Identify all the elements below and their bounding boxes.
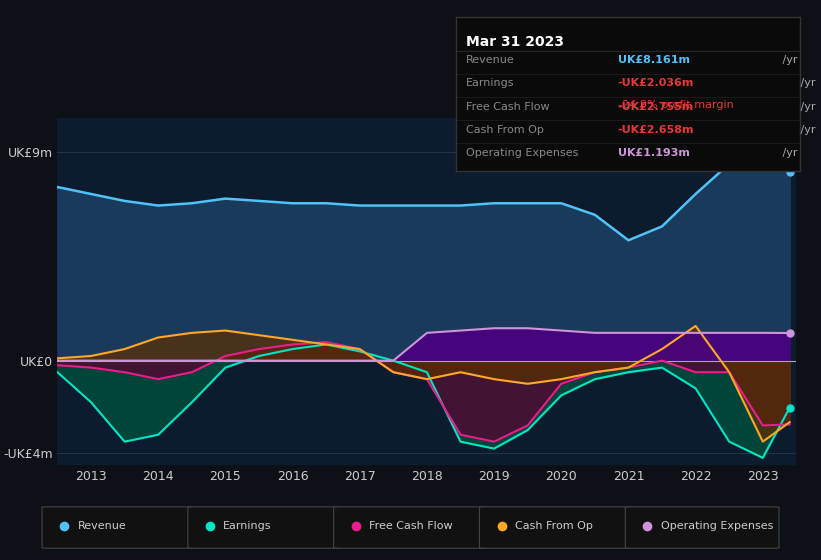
Text: Revenue: Revenue xyxy=(77,521,126,531)
Text: Operating Expenses: Operating Expenses xyxy=(466,148,578,158)
Text: Cash From Op: Cash From Op xyxy=(515,521,593,531)
Text: /yr: /yr xyxy=(797,101,815,111)
Text: -UK£2.755m: -UK£2.755m xyxy=(617,101,694,111)
Text: Earnings: Earnings xyxy=(466,78,515,88)
Text: UK£8.161m: UK£8.161m xyxy=(617,55,690,66)
Text: Mar 31 2023: Mar 31 2023 xyxy=(466,35,564,49)
Text: Cash From Op: Cash From Op xyxy=(466,125,544,134)
Text: Free Cash Flow: Free Cash Flow xyxy=(369,521,452,531)
Text: /yr: /yr xyxy=(797,125,815,134)
Text: -24.9% profit margin: -24.9% profit margin xyxy=(617,100,733,110)
Text: -UK£2.036m: -UK£2.036m xyxy=(617,78,694,88)
Text: Earnings: Earnings xyxy=(223,521,272,531)
Text: Revenue: Revenue xyxy=(466,55,515,66)
Text: /yr: /yr xyxy=(779,148,797,158)
Text: /yr: /yr xyxy=(779,55,797,66)
Text: UK£1.193m: UK£1.193m xyxy=(617,148,690,158)
FancyBboxPatch shape xyxy=(333,507,488,548)
FancyBboxPatch shape xyxy=(188,507,342,548)
Text: Operating Expenses: Operating Expenses xyxy=(661,521,773,531)
Text: Free Cash Flow: Free Cash Flow xyxy=(466,101,549,111)
Text: /yr: /yr xyxy=(797,78,815,88)
FancyBboxPatch shape xyxy=(42,507,195,548)
Text: -UK£2.658m: -UK£2.658m xyxy=(617,125,695,134)
FancyBboxPatch shape xyxy=(626,507,779,548)
FancyBboxPatch shape xyxy=(479,507,633,548)
